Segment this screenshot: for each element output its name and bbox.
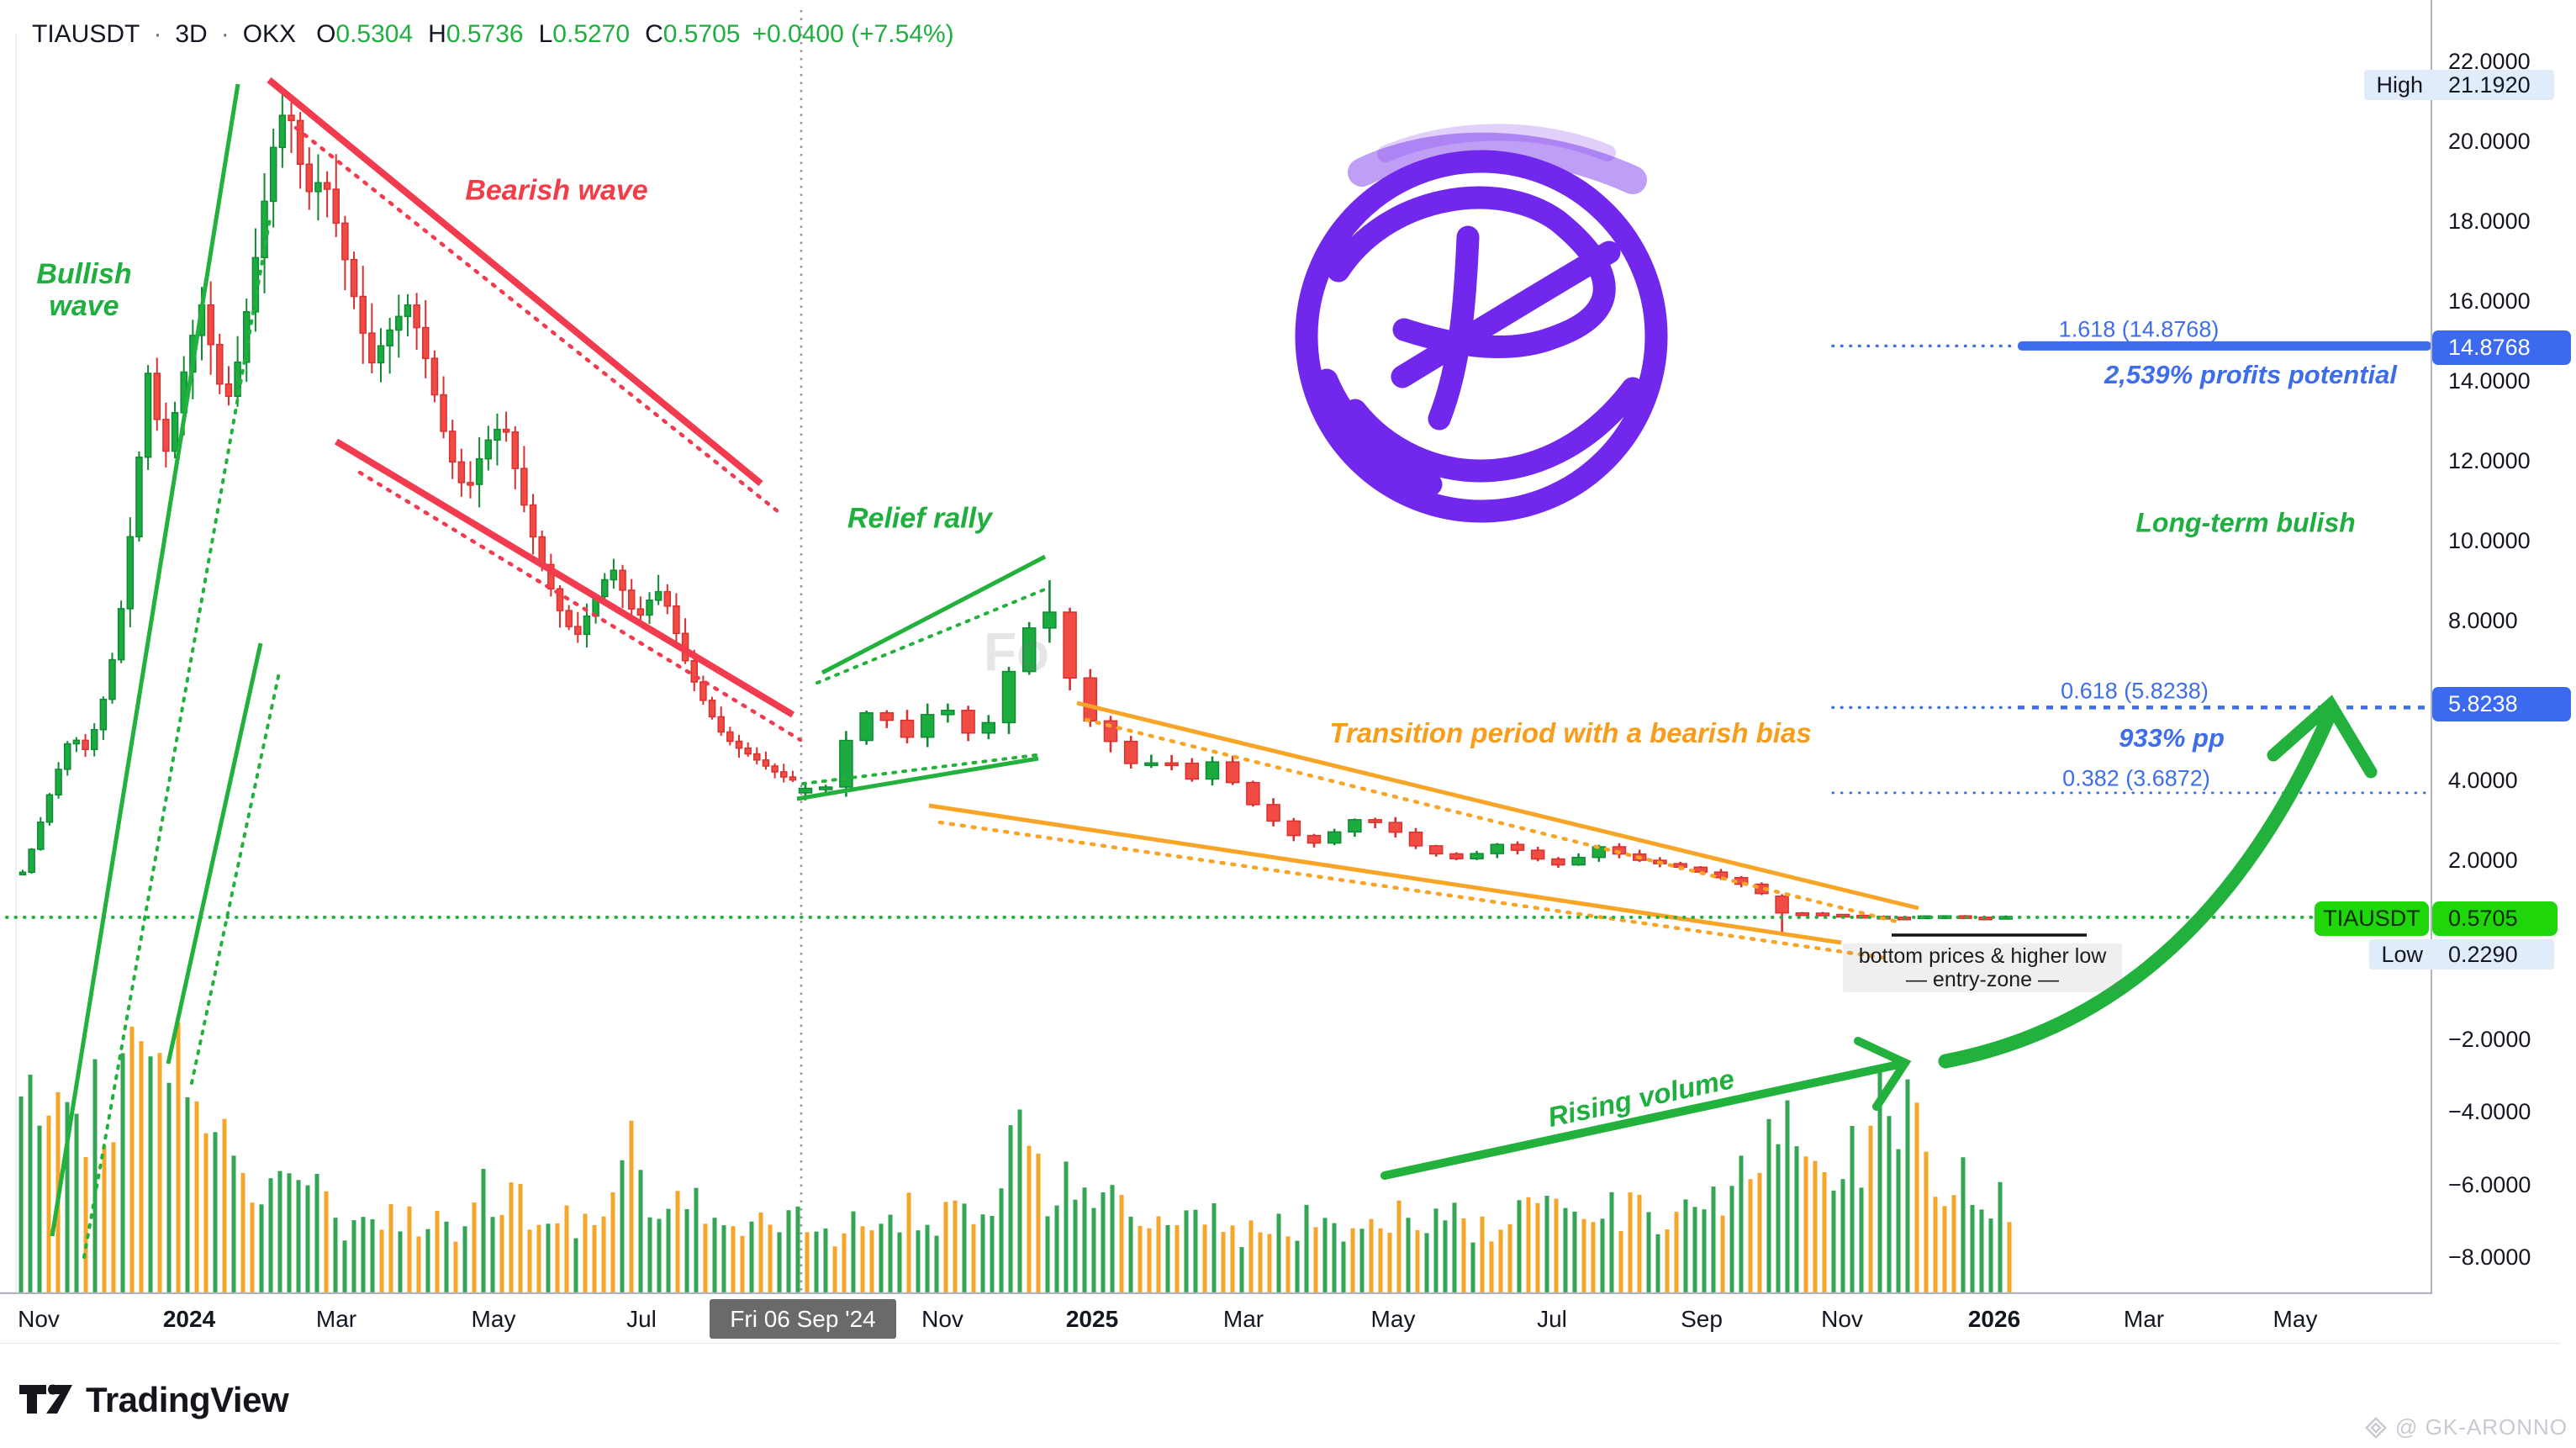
last-badge-symbol: TIAUSDT xyxy=(2323,906,2420,931)
change-value: +0.0400 (+7.54%) xyxy=(752,20,954,48)
time-tick: Nov xyxy=(921,1306,963,1332)
high-badge-label: High xyxy=(2376,71,2423,98)
moon-swoosh-arrow xyxy=(1938,695,2378,1069)
fib-1618-price-badge: 14.8768 xyxy=(2432,330,2571,365)
symbol-header: TIAUSDT · 3D · OKX O0.5304 H0.5736 L0.5270… xyxy=(32,20,954,49)
time-tick: Mar xyxy=(2123,1306,2165,1332)
relief-wedge-lines xyxy=(796,554,1048,801)
annotation-long-term-bullish[interactable]: Long-term bulish xyxy=(2135,507,2356,538)
celestia-logo xyxy=(1295,124,1668,523)
interval-label[interactable]: 3D xyxy=(175,20,208,48)
time-tick: May xyxy=(2272,1306,2318,1332)
ohlc-h: H0.5736 xyxy=(428,20,524,48)
symbol-name: TIAUSDT xyxy=(32,20,140,48)
rising-volume-arrow xyxy=(1380,1037,1912,1180)
ohlc-o: O0.5304 xyxy=(316,20,414,48)
annotation-relief-rally[interactable]: Relief rally xyxy=(847,502,992,535)
bearish-channel-lines xyxy=(267,77,803,742)
time-tick: May xyxy=(1370,1306,1416,1332)
volume-bars xyxy=(18,1023,2012,1292)
separator-dot: · xyxy=(220,20,230,48)
price-tick: 2.0000 xyxy=(2448,848,2518,873)
tradingview-mark-icon xyxy=(19,1384,72,1414)
watermark-text: @ GK-ARONNO xyxy=(2395,1414,2568,1440)
entry-zone-line1: bottom prices & higher low xyxy=(1858,944,2107,968)
ohlc-values: O0.5304 H0.5736 L0.5270 C0.5705 xyxy=(316,20,740,49)
fib-level-0382-label[interactable]: 0.382 (3.6872) xyxy=(2062,765,2210,791)
fib-0618-badge-value: 5.8238 xyxy=(2448,691,2518,716)
annotation-bearish-wave[interactable]: Bearish wave xyxy=(465,174,648,207)
fib-0618-price-badge: 5.8238 xyxy=(2432,687,2571,721)
fib-level-1618-label[interactable]: 1.618 (14.8768) xyxy=(2058,316,2220,342)
last-price-symbol-badge: TIAUSDT xyxy=(2315,901,2429,936)
time-tick: Jul xyxy=(626,1306,657,1332)
price-tick: −2.0000 xyxy=(2448,1026,2531,1052)
fib-1618-target-bar xyxy=(2018,341,2431,351)
last-badge-value: 0.5705 xyxy=(2448,906,2518,931)
time-tick: Mar xyxy=(1222,1306,1264,1332)
entry-zone-line2: — entry-zone — xyxy=(1905,968,2059,991)
high-badge-value: 21.1920 xyxy=(2448,71,2531,98)
range-low-badge: Low 0.2290 xyxy=(2369,939,2554,970)
last-price-badge: 0.5705 xyxy=(2432,901,2558,936)
price-tick: 8.0000 xyxy=(2448,608,2518,633)
ohlc-l: L0.5270 xyxy=(538,20,631,48)
candlesticks xyxy=(18,93,2014,933)
exchange-label: OKX xyxy=(242,20,297,48)
price-tick: 16.0000 xyxy=(2448,288,2531,314)
price-scale[interactable]: 22.0000 20.0000 18.0000 16.0000 14.0000 12.00… xyxy=(2432,0,2576,1343)
price-tick: −8.0000 xyxy=(2448,1245,2531,1271)
annotation-transition-period[interactable]: Transition period with a bearish bias xyxy=(1329,717,1812,748)
time-tick: Jul xyxy=(1537,1306,1567,1332)
annotation-profits-potential[interactable]: 2,539% profits potential xyxy=(2104,360,2397,389)
price-tick: 4.0000 xyxy=(2448,768,2518,793)
crosshair-date-badge: Fri 06 Sep '24 xyxy=(710,1299,896,1339)
time-tick: Mar xyxy=(315,1306,357,1332)
pane-borders xyxy=(0,0,2562,1344)
separator-dot: · xyxy=(153,20,162,48)
time-tick: 2024 xyxy=(162,1306,216,1332)
time-tick: 2026 xyxy=(1967,1306,2021,1332)
time-tick: May xyxy=(471,1306,516,1332)
ohlc-c: C0.5705 xyxy=(645,20,741,48)
tradingview-wordmark: TradingView xyxy=(86,1380,289,1419)
price-tick: −4.0000 xyxy=(2448,1099,2531,1125)
bullish-channel-lines xyxy=(50,83,281,1259)
time-scale[interactable]: Nov 2024 Mar May Jul Nov 2025 Mar May Jul Sep Nov 20… xyxy=(0,1294,2562,1343)
low-badge-label: Low xyxy=(2381,941,2423,967)
range-high-badge: High 21.1920 xyxy=(2364,70,2554,100)
price-tick: −6.0000 xyxy=(2448,1171,2531,1197)
time-tick: 2025 xyxy=(1065,1306,1119,1332)
erased-watermark-ghost: Fo xyxy=(984,621,1050,682)
fib-level-0618-label[interactable]: 0.618 (5.8238) xyxy=(2061,678,2209,704)
price-tick: 12.0000 xyxy=(2448,448,2531,473)
price-tick: 18.0000 xyxy=(2448,209,2531,234)
annotation-bullish-wave[interactable]: Bullish wave xyxy=(36,257,132,322)
time-tick: Nov xyxy=(1821,1306,1863,1332)
low-badge-value: 0.2290 xyxy=(2448,941,2518,967)
time-tick-labels: Nov 2024 Mar May Jul Nov 2025 Mar May Jul Sep Nov 20… xyxy=(0,1294,2562,1343)
price-tick: 14.0000 xyxy=(2448,368,2531,394)
time-tick: Sep xyxy=(1681,1306,1723,1332)
fib-1618-badge-value: 14.8768 xyxy=(2448,335,2531,360)
diamond-icon xyxy=(2365,1416,2388,1439)
price-tick: 20.0000 xyxy=(2448,129,2531,154)
price-tick: 10.0000 xyxy=(2448,528,2531,553)
author-watermark: @ GK-ARONNO xyxy=(2363,1414,2568,1440)
annotation-933-pp[interactable]: 933% pp xyxy=(2119,723,2225,753)
price-tick-labels: 22.0000 20.0000 18.0000 16.0000 14.0000 12.00… xyxy=(2432,0,2576,1343)
entry-zone-label[interactable]: bottom prices & higher low — entry-zone … xyxy=(1843,943,2122,992)
transition-wedge-lines xyxy=(928,700,1919,961)
tradingview-logo[interactable]: TradingView xyxy=(18,1380,289,1420)
time-tick: Nov xyxy=(18,1306,60,1332)
